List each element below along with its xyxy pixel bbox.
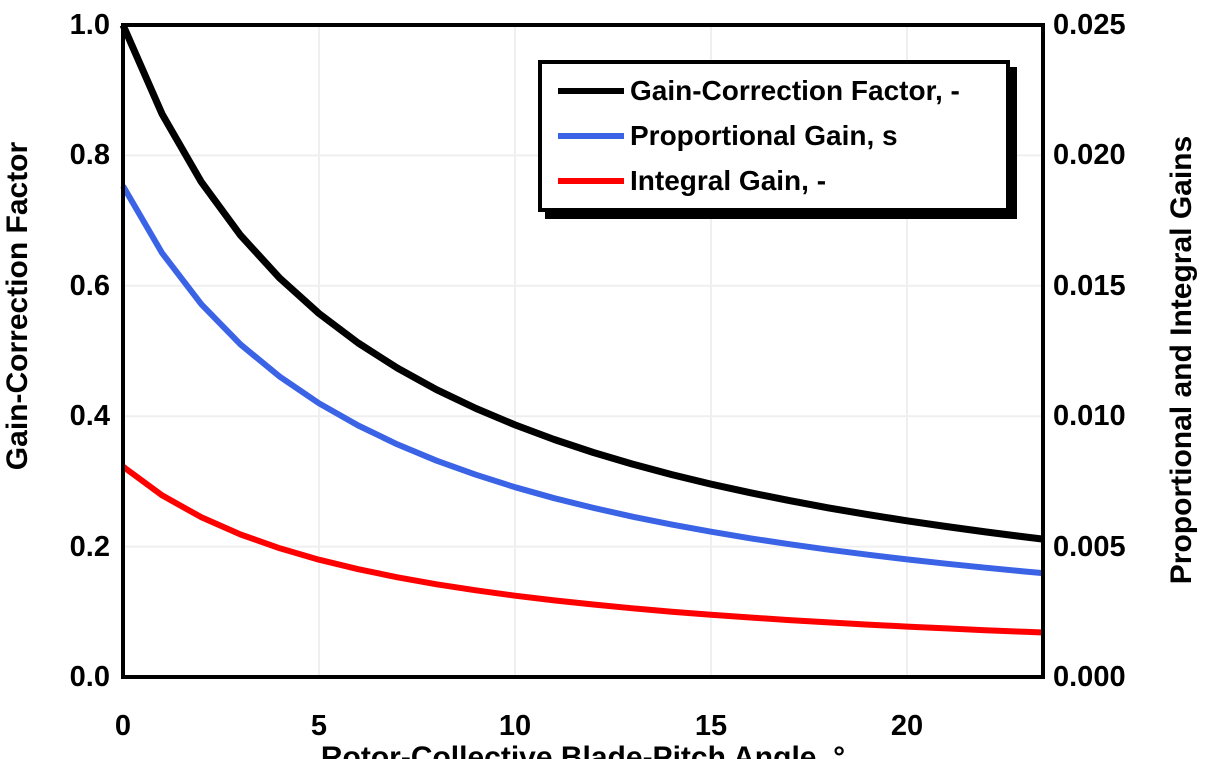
y-tick-label-right: 0.015	[1053, 269, 1126, 302]
x-tick-label: 5	[310, 710, 328, 742]
y-tick-label-left: 0.4	[69, 400, 110, 433]
y-tick-label-right: 0.025	[1053, 9, 1126, 41]
legend-line-sample-black	[558, 87, 624, 94]
legend-item: Proportional Gain, s	[558, 119, 1002, 151]
legend-item: Integral Gain, -	[558, 166, 1002, 196]
legend-item: Gain-Correction Factor, -	[558, 74, 1002, 106]
y-tick-label-left: 0.2	[69, 530, 110, 563]
y-tick-label-left: 0.8	[69, 139, 110, 172]
plot-frame	[121, 23, 1045, 679]
x-tick-label: 0	[114, 710, 132, 742]
y-axis-title-left: Gain-Correction Factor	[1, 141, 34, 471]
x-tick-label: 20	[890, 710, 924, 742]
legend-label: Gain-Correction Factor, -	[630, 74, 960, 106]
y-tick-label-right: 0.010	[1053, 400, 1126, 433]
x-tick-label: 15	[694, 710, 728, 742]
legend: Gain-Correction Factor, - Proportional G…	[538, 60, 1010, 212]
y-tick-label-right: 0.000	[1053, 661, 1126, 693]
series-line-2	[121, 464, 1044, 636]
y-tick-label-right: 0.020	[1053, 139, 1126, 172]
series-line-1	[120, 184, 1044, 577]
y-axis-title-right: Proportional and Integral Gains	[1165, 135, 1198, 585]
legend-label: Proportional Gain, s	[630, 119, 898, 151]
x-axis-title: Rotor-Collective Blade-Pitch Angle, °	[320, 741, 846, 759]
y-tick-label-left: 1.0	[69, 9, 110, 41]
x-tick-label: 10	[498, 710, 532, 742]
legend-line-sample-blue	[558, 132, 624, 139]
legend-line-sample-red	[558, 178, 624, 185]
y-tick-label-left: 0.0	[69, 661, 110, 693]
y-tick-label-left: 0.6	[69, 269, 110, 302]
legend-label: Integral Gain, -	[630, 165, 827, 197]
series-line-0	[119, 23, 1044, 543]
y-tick-label-right: 0.005	[1053, 530, 1126, 563]
